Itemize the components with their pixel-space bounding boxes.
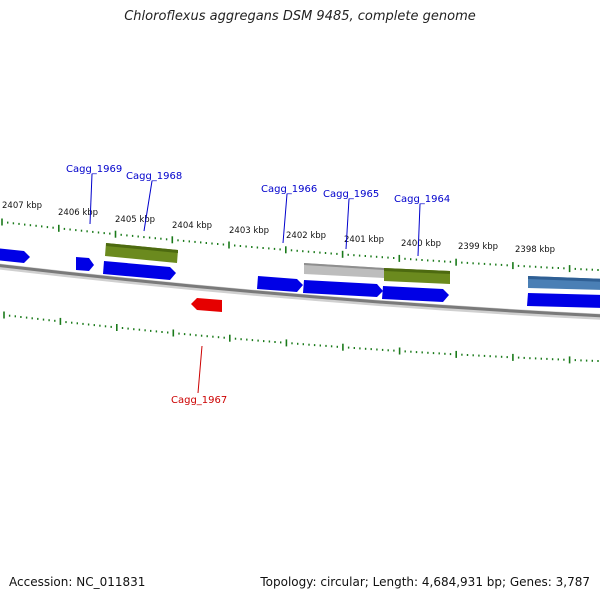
forward-gene-track <box>0 248 600 308</box>
gene-label[interactable]: Cagg_1964 <box>394 194 450 205</box>
scale-label: 2402 kbp <box>286 231 326 241</box>
gray-feature-edge <box>304 263 384 270</box>
leader-line <box>417 203 421 257</box>
gene-label[interactable]: Cagg_1965 <box>323 189 379 200</box>
gene-label[interactable]: Cagg_1969 <box>66 164 122 175</box>
forward-gene-arrow <box>103 261 176 280</box>
leader-line <box>197 345 203 394</box>
gene-labels: Cagg_1969 Cagg_1968 Cagg_1966 Cagg_1965 … <box>66 164 450 406</box>
leader-line <box>143 180 153 232</box>
feature-track <box>105 243 600 290</box>
olive-feature <box>105 243 178 263</box>
leader-line <box>282 193 288 244</box>
reverse-gene-track <box>191 298 222 312</box>
scale-label: 2406 kbp <box>58 208 98 218</box>
olive-feature-edge <box>106 243 178 253</box>
scale-label: 2400 kbp <box>401 239 441 249</box>
gene-label-leaders <box>89 173 421 394</box>
scale-label: 2404 kbp <box>172 221 212 231</box>
leader-line <box>345 198 350 250</box>
forward-gene-arrow <box>76 257 94 271</box>
map-title: Chloroflexus aggregans DSM 9485, complet… <box>124 9 476 24</box>
accession-text: Accession: NC_011831 <box>9 575 146 589</box>
scale-labels: 2407 kbp 2406 kbp 2405 kbp 2404 kbp 2403… <box>2 201 555 255</box>
forward-gene-arrow <box>382 286 449 302</box>
outer-tick-ring <box>1 218 599 273</box>
gene-label[interactable]: Cagg_1968 <box>126 171 182 182</box>
scale-label: 2401 kbp <box>344 235 384 245</box>
scale-label: 2403 kbp <box>229 226 269 236</box>
forward-gene-arrow <box>257 276 303 292</box>
leader-line <box>89 173 93 225</box>
reverse-gene-arrow <box>191 298 222 312</box>
inner-tick-ring <box>3 311 599 364</box>
genome-summary-text: Topology: circular; Length: 4,684,931 bp… <box>260 575 590 589</box>
forward-gene-arrow <box>303 280 383 297</box>
gene-label[interactable]: Cagg_1966 <box>261 184 317 195</box>
scale-label: 2399 kbp <box>458 242 498 252</box>
gene-label[interactable]: Cagg_1967 <box>171 395 227 406</box>
forward-gene-arrow <box>527 293 600 308</box>
steel-feature-edge <box>528 276 600 282</box>
scale-label: 2405 kbp <box>115 215 155 225</box>
olive-feature-edge <box>384 268 450 274</box>
scale-label: 2407 kbp <box>2 201 42 211</box>
genome-backbone <box>0 264 600 318</box>
scale-label: 2398 kbp <box>515 245 555 255</box>
forward-gene-arrow <box>0 248 30 263</box>
